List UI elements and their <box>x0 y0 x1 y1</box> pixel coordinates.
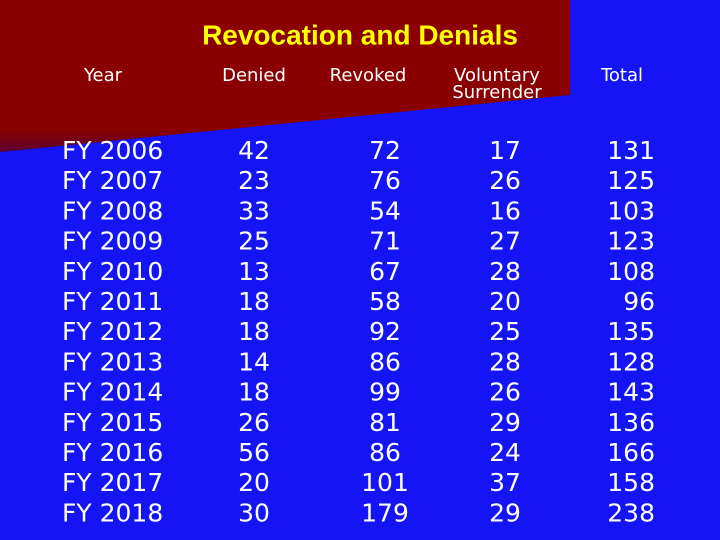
denied-cell: 42 <box>238 136 270 165</box>
denied-cell: 56 <box>238 438 270 467</box>
column-header: Total <box>600 65 643 86</box>
revoked-cell: 72 <box>369 136 401 165</box>
revoked-cell: 86 <box>369 347 401 376</box>
denied-cell: 13 <box>238 257 270 286</box>
denied-cell: 26 <box>238 408 270 437</box>
year-cell: FY 2018 <box>62 498 163 527</box>
year-cell: FY 2010 <box>62 257 163 286</box>
revoked-cell: 67 <box>369 257 401 286</box>
voluntary-surrender-cell: 20 <box>489 287 521 316</box>
revoked-cell: 76 <box>369 166 401 195</box>
column-header: Denied <box>222 65 286 86</box>
year-cell: FY 2012 <box>62 317 163 346</box>
denied-cell: 14 <box>238 347 270 376</box>
voluntary-surrender-cell: 28 <box>489 257 521 286</box>
revoked-cell: 92 <box>369 317 401 346</box>
total-cell: 96 <box>623 287 655 316</box>
column-header: Revoked <box>330 65 407 86</box>
voluntary-surrender-cell: 25 <box>489 317 521 346</box>
denied-cell: 33 <box>238 196 270 225</box>
year-cell: FY 2015 <box>62 408 163 437</box>
denied-cell: 18 <box>238 317 270 346</box>
revoked-cell: 71 <box>369 227 401 256</box>
year-cell: FY 2007 <box>62 166 163 195</box>
revoked-cell: 101 <box>361 468 409 497</box>
revoked-cell: 99 <box>369 378 401 407</box>
voluntary-surrender-cell: 26 <box>489 166 521 195</box>
year-cell: FY 2009 <box>62 227 163 256</box>
denied-cell: 25 <box>238 227 270 256</box>
denied-cell: 20 <box>238 468 270 497</box>
voluntary-surrender-cell: 16 <box>489 196 521 225</box>
year-cell: FY 2014 <box>62 378 163 407</box>
total-cell: 108 <box>607 257 655 286</box>
denied-cell: 30 <box>238 498 270 527</box>
total-cell: 135 <box>607 317 655 346</box>
revoked-cell: 54 <box>369 196 401 225</box>
voluntary-surrender-cell: 24 <box>489 438 521 467</box>
total-cell: 143 <box>607 378 655 407</box>
column-header: Surrender <box>452 82 542 103</box>
voluntary-surrender-cell: 29 <box>489 408 521 437</box>
title-banner <box>0 0 570 152</box>
denied-cell: 18 <box>238 378 270 407</box>
total-cell: 158 <box>607 468 655 497</box>
year-cell: FY 2011 <box>62 287 163 316</box>
year-cell: FY 2017 <box>62 468 163 497</box>
total-cell: 128 <box>607 347 655 376</box>
total-cell: 166 <box>607 438 655 467</box>
revoked-cell: 58 <box>369 287 401 316</box>
voluntary-surrender-cell: 27 <box>489 227 521 256</box>
total-cell: 125 <box>607 166 655 195</box>
total-cell: 123 <box>607 227 655 256</box>
revoked-cell: 86 <box>369 438 401 467</box>
title: Revocation and Denials <box>202 19 518 50</box>
denied-cell: 18 <box>238 287 270 316</box>
voluntary-surrender-cell: 29 <box>489 498 521 527</box>
voluntary-surrender-cell: 28 <box>489 347 521 376</box>
year-cell: FY 2016 <box>62 438 163 467</box>
voluntary-surrender-cell: 26 <box>489 378 521 407</box>
total-cell: 136 <box>607 408 655 437</box>
total-cell: 238 <box>607 498 655 527</box>
revoked-cell: 81 <box>369 408 401 437</box>
total-cell: 131 <box>607 136 655 165</box>
column-header: Voluntary <box>454 65 540 86</box>
year-cell: FY 2008 <box>62 196 163 225</box>
revoked-cell: 179 <box>361 498 409 527</box>
total-cell: 103 <box>607 196 655 225</box>
year-cell: FY 2013 <box>62 347 163 376</box>
year-cell: FY 2006 <box>62 136 163 165</box>
voluntary-surrender-cell: 37 <box>489 468 521 497</box>
column-header: Year <box>83 65 123 86</box>
voluntary-surrender-cell: 17 <box>489 136 521 165</box>
denied-cell: 23 <box>238 166 270 195</box>
